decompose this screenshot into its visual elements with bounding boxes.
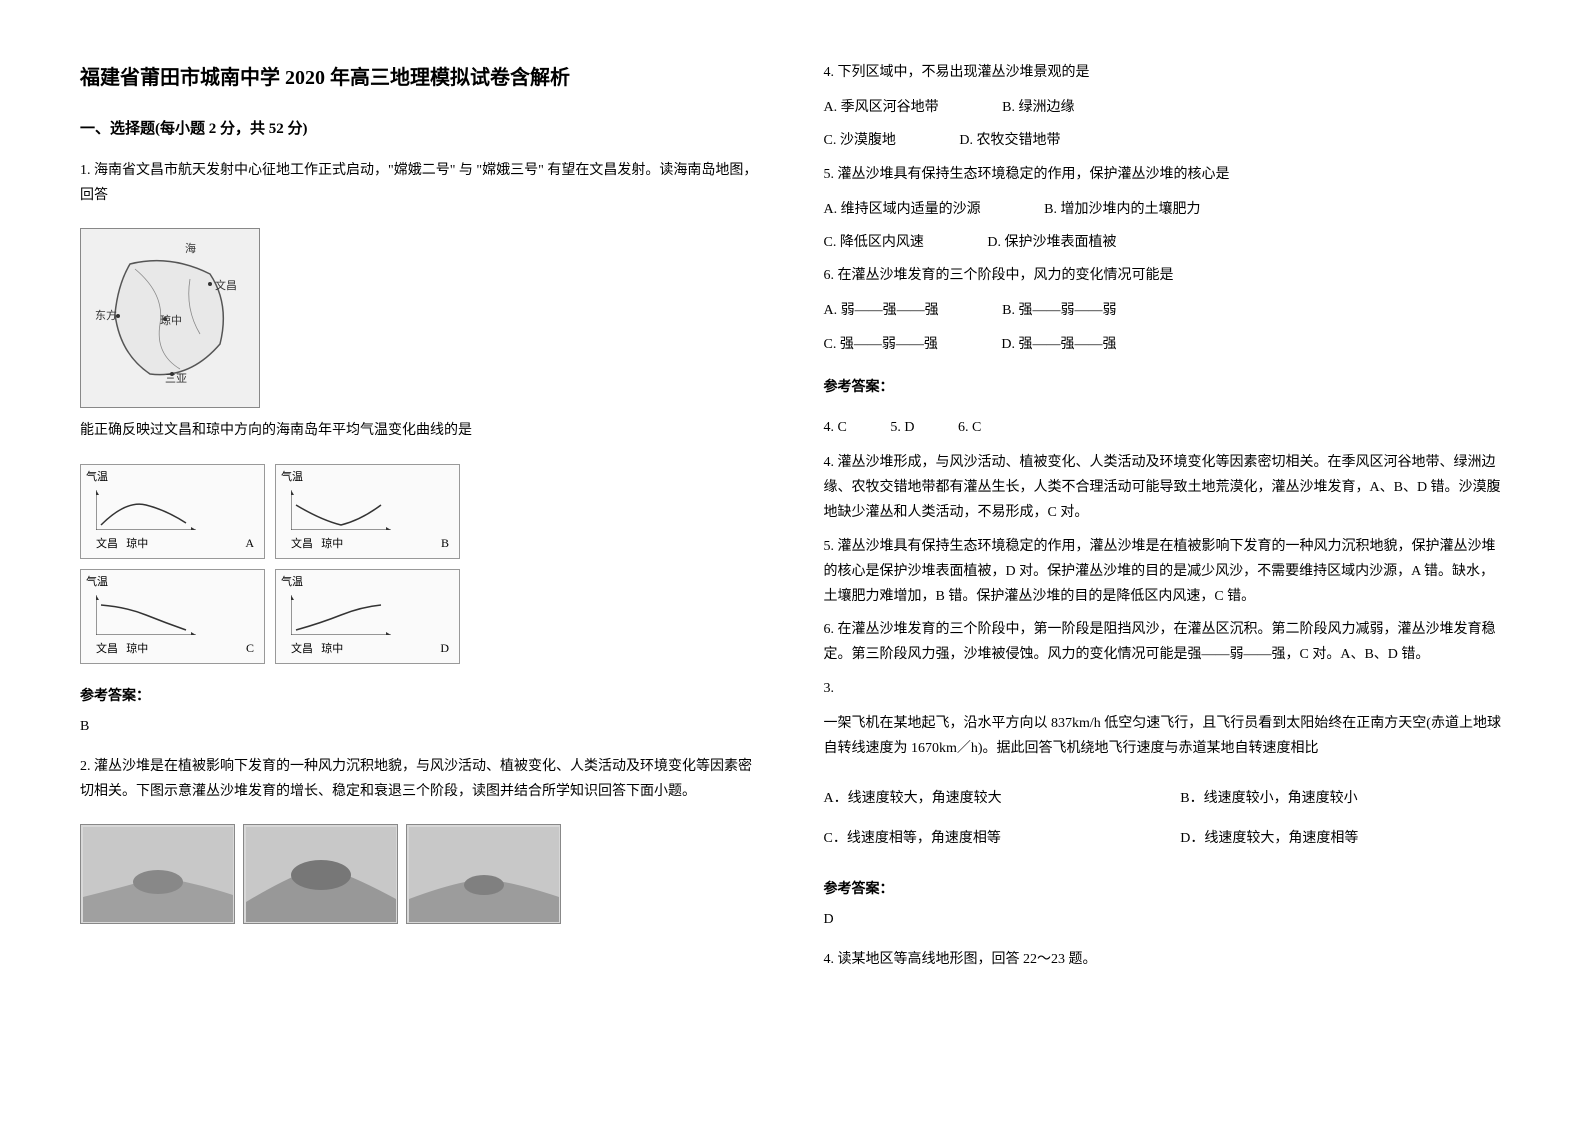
chart-d-ylabel: 气温 <box>281 573 303 593</box>
q3-optD: D．线速度较大，角速度相等 <box>1180 826 1507 851</box>
map-placeholder: 海 文昌 东方 琼中 三亚 <box>90 234 250 402</box>
chart-d-letter: D <box>440 638 449 660</box>
chart-c-ylabel: 气温 <box>86 573 108 593</box>
document-title: 福建省莆田市城南中学 2020 年高三地理模拟试卷含解析 <box>80 60 764 96</box>
q4-optB: B. 绿洲边缘 <box>1002 100 1074 115</box>
chart-b-letter: B <box>441 533 449 555</box>
q6-optC: C. 强——弱——强 <box>824 332 938 357</box>
answer-6: 6. C <box>958 415 981 440</box>
q4-options-ab: A. 季风区河谷地带 B. 绿洲边缘 <box>824 95 1508 120</box>
temperature-charts: 气温 文昌 琼中 A 气温 文昌 琼中 B <box>80 464 460 664</box>
q2-answer-label: 参考答案： <box>824 375 1508 400</box>
chart-a-xlabel: 文昌 琼中 <box>96 535 148 555</box>
q6-optA: A. 弱——强——强 <box>824 298 939 323</box>
answer-4: 4. C <box>824 415 847 440</box>
chart-a-ylabel: 气温 <box>86 468 108 488</box>
section-header: 一、选择题(每小题 2 分，共 52 分) <box>80 116 764 143</box>
q5-optD: D. 保护沙堆表面植被 <box>987 235 1116 250</box>
q3-optB: B．线速度较小，角速度较小 <box>1180 786 1507 811</box>
chart-b-ylabel: 气温 <box>281 468 303 488</box>
chart-a-letter: A <box>245 533 254 555</box>
q4-bottom-text: 4. 读某地区等高线地形图，回答 22～23 题。 <box>824 947 1508 972</box>
q6-text: 6. 在灌丛沙堆发育的三个阶段中，风力的变化情况可能是 <box>824 263 1508 288</box>
sand-image-1 <box>80 824 235 924</box>
q1-subtext: 能正确反映过文昌和琼中方向的海南岛年平均气温变化曲线的是 <box>80 418 764 443</box>
chart-c: 气温 文昌 琼中 C <box>80 569 265 664</box>
chart-d-xlabel: 文昌 琼中 <box>291 640 343 660</box>
q5-optC: C. 降低区内风速 <box>824 230 924 255</box>
q5-optA: A. 维持区域内适量的沙源 <box>824 197 981 222</box>
q2-text: 2. 灌丛沙堆是在植被影响下发育的一种风力沉积地貌，与风沙活动、植被变化、人类活… <box>80 754 764 804</box>
q3-text: 一架飞机在某地起飞，沿水平方向以 837km/h 低空匀速飞行，且飞行员看到太阳… <box>824 711 1508 761</box>
q4-text: 4. 下列区域中，不易出现灌丛沙堆景观的是 <box>824 60 1508 85</box>
explanation-5: 5. 灌丛沙堆具有保持生态环境稳定的作用，灌丛沙堆是在植被影响下发育的一种风力沉… <box>824 534 1508 610</box>
q3-number: 3. <box>824 676 1508 701</box>
right-column: 4. 下列区域中，不易出现灌丛沙堆景观的是 A. 季风区河谷地带 B. 绿洲边缘… <box>824 60 1508 1062</box>
q1-answer-label: 参考答案： <box>80 684 764 709</box>
q4-optC: C. 沙漠腹地 <box>824 128 896 153</box>
sand-image-3 <box>406 824 561 924</box>
chart-c-xlabel: 文昌 琼中 <box>96 640 148 660</box>
q6-options-ab: A. 弱——强——强 B. 强——弱——弱 <box>824 298 1508 323</box>
chart-d: 气温 文昌 琼中 D <box>275 569 460 664</box>
sand-dune-images <box>80 824 764 924</box>
chart-a: 气温 文昌 琼中 A <box>80 464 265 559</box>
answer-5: 5. D <box>890 415 914 440</box>
left-column: 福建省莆田市城南中学 2020 年高三地理模拟试卷含解析 一、选择题(每小题 2… <box>80 60 764 1062</box>
svg-text:三亚: 三亚 <box>165 373 187 385</box>
explanation-6: 6. 在灌丛沙堆发育的三个阶段中，第一阶段是阻挡风沙，在灌丛区沉积。第二阶段风力… <box>824 617 1508 667</box>
chart-b: 气温 文昌 琼中 B <box>275 464 460 559</box>
svg-text:文昌: 文昌 <box>215 278 237 292</box>
q6-optB: B. 强——弱——弱 <box>1002 303 1116 318</box>
q4-optD: D. 农牧交错地带 <box>959 133 1060 148</box>
q5-options-cd: C. 降低区内风速 D. 保护沙堆表面植被 <box>824 230 1508 255</box>
hainan-map-image: 海 文昌 东方 琼中 三亚 <box>80 228 260 408</box>
q6-options-cd: C. 强——弱——强 D. 强——强——强 <box>824 332 1508 357</box>
chart-c-letter: C <box>246 638 254 660</box>
q3-optA: A．线速度较大，角速度较大 <box>824 786 1151 811</box>
q3-optC: C．线速度相等，角速度相等 <box>824 826 1151 851</box>
q5-optB: B. 增加沙堆内的土壤肥力 <box>1044 202 1200 217</box>
explanation-4: 4. 灌丛沙堆形成，与风沙活动、植被变化、人类活动及环境变化等因素密切相关。在季… <box>824 450 1508 526</box>
q3-answer: D <box>824 907 1508 932</box>
q4-optA: A. 季风区河谷地带 <box>824 95 939 120</box>
q6-optD: D. 强——强——强 <box>1001 337 1116 352</box>
chart-b-xlabel: 文昌 琼中 <box>291 535 343 555</box>
q2-answers: 4. C 5. D 6. C <box>824 415 1508 440</box>
svg-text:东方: 东方 <box>95 308 117 322</box>
q1-answer: B <box>80 714 764 739</box>
q5-text: 5. 灌丛沙堆具有保持生态环境稳定的作用，保护灌丛沙堆的核心是 <box>824 162 1508 187</box>
sand-image-2 <box>243 824 398 924</box>
q3-answer-label: 参考答案： <box>824 877 1508 902</box>
q5-options-ab: A. 维持区域内适量的沙源 B. 增加沙堆内的土壤肥力 <box>824 197 1508 222</box>
svg-text:海: 海 <box>185 241 196 255</box>
q3-options: A．线速度较大，角速度较大 B．线速度较小，角速度较小 C．线速度相等，角速度相… <box>824 786 1508 851</box>
q4-options-cd: C. 沙漠腹地 D. 农牧交错地带 <box>824 128 1508 153</box>
q1-text: 1. 海南省文昌市航天发射中心征地工作正式启动，"嫦娥二号" 与 "嫦娥三号" … <box>80 158 764 208</box>
